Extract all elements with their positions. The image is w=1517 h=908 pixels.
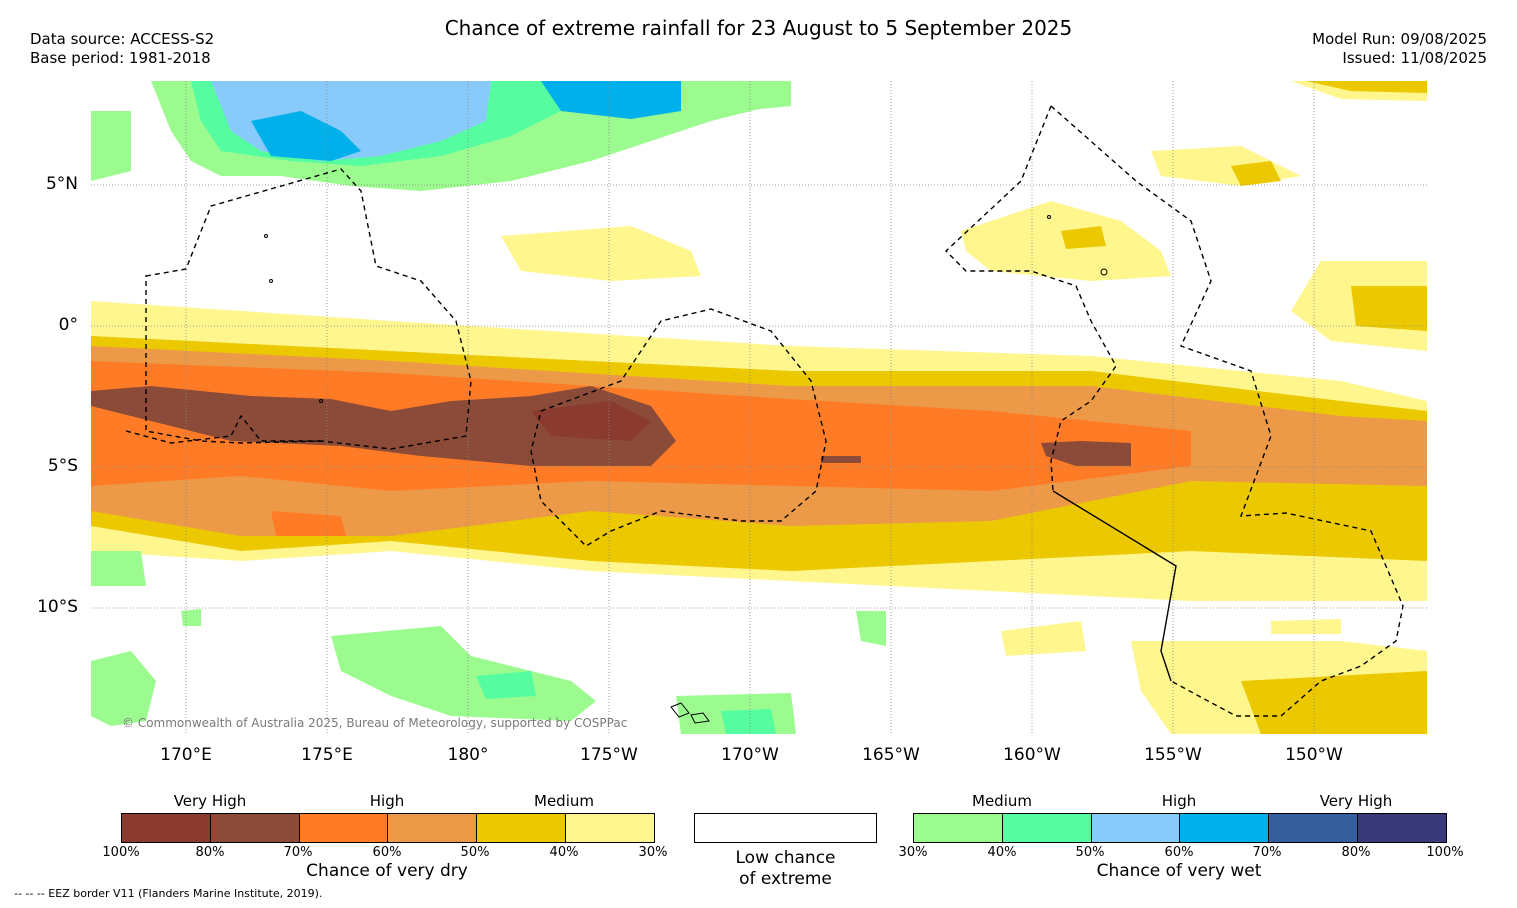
dry-tick: 100%: [102, 845, 140, 860]
wet-level-very-high: Very High: [1319, 792, 1393, 810]
dry-band-equatorial: [91, 301, 1427, 601]
dry-patches-north: [501, 146, 1427, 351]
dry-tick: 70%: [283, 845, 313, 860]
dry-tick: 80%: [195, 845, 225, 860]
dry-swatch-3: [299, 814, 389, 842]
run-info: Model Run: 09/08/2025 Issued: 11/08/2025: [1312, 30, 1487, 68]
dry-level-very-high: Very High: [173, 792, 247, 810]
lon-label-170e: 170°E: [160, 745, 212, 765]
lat-label-10s: 10°S: [37, 597, 78, 617]
dry-caption: Chance of very dry: [306, 861, 468, 881]
lon-label-165w: 165°W: [862, 745, 920, 765]
wet-swatch-3: [1091, 814, 1181, 842]
model-run-label: Model Run: 09/08/2025: [1312, 30, 1487, 48]
lon-label-175w: 175°W: [580, 745, 638, 765]
graticule: [91, 81, 1427, 734]
wet-level-medium: Medium: [972, 792, 1032, 810]
dry-tick: 50%: [460, 845, 490, 860]
lon-label-160w: 160°W: [1003, 745, 1061, 765]
dry-swatch-1: [122, 814, 211, 842]
lat-label-5s: 5°S: [47, 456, 78, 476]
data-source-label: Data source: ACCESS-S2: [30, 30, 215, 48]
dry-tick: 30%: [638, 845, 668, 860]
lon-label-170w: 170°W: [721, 745, 779, 765]
data-source-info: Data source: ACCESS-S2 Base period: 1981…: [30, 30, 214, 68]
wet-regions-north: [91, 81, 1427, 191]
lat-label-5n: 5°N: [45, 174, 78, 194]
wet-tick: 70%: [1252, 845, 1282, 860]
wet-level-high: High: [1161, 792, 1197, 810]
wet-tick: 30%: [898, 845, 928, 860]
wet-swatch-4: [1180, 814, 1270, 842]
dry-swatch-2: [210, 814, 300, 842]
wet-swatch-1: [914, 814, 1003, 842]
map-title: Chance of extreme rainfall for 23 August…: [444, 16, 1073, 40]
wet-tick: 40%: [987, 845, 1017, 860]
dry-swatch-6: [566, 814, 654, 842]
dry-swatch-4: [388, 814, 478, 842]
neutral-swatch: [694, 813, 877, 843]
wet-swatch-5: [1269, 814, 1359, 842]
neutral-caption-line2: of extreme: [739, 869, 832, 889]
lon-label-155w: 155°W: [1144, 745, 1202, 765]
wet-tick: 100%: [1426, 845, 1464, 860]
lat-label-equator: 0°: [58, 315, 78, 335]
rainfall-map: [91, 81, 1427, 734]
lon-label-175e: 175°E: [301, 745, 353, 765]
islands: [264, 215, 1108, 724]
neutral-caption: Low chance of extreme: [694, 848, 877, 890]
wet-tick: 50%: [1075, 845, 1105, 860]
issued-label: Issued: 11/08/2025: [1342, 49, 1487, 67]
eez-footnote: -- -- -- EEZ border V11 (Flanders Marine…: [14, 887, 323, 900]
eez-borders: [125, 105, 1404, 717]
dry-tick: 40%: [549, 845, 579, 860]
wet-swatch-6: [1358, 814, 1446, 842]
base-period-label: Base period: 1981-2018: [30, 49, 211, 67]
copyright-notice: © Commonwealth of Australia 2025, Bureau…: [122, 716, 628, 730]
dry-patches-south: [1001, 619, 1427, 734]
lon-label-180: 180°: [447, 745, 489, 765]
wet-swatch-2: [1002, 814, 1092, 842]
dry-level-medium: Medium: [534, 792, 594, 810]
eez-solid-border: [1052, 490, 1177, 682]
dry-colorbar: [121, 813, 655, 843]
lon-label-150w: 150°W: [1285, 745, 1343, 765]
dry-level-high: High: [369, 792, 405, 810]
wet-tick: 60%: [1164, 845, 1194, 860]
neutral-caption-line1: Low chance: [735, 848, 836, 868]
dry-swatch-5: [477, 814, 567, 842]
wet-tick: 80%: [1341, 845, 1371, 860]
wet-colorbar: [913, 813, 1447, 843]
wet-caption: Chance of very wet: [1096, 861, 1262, 881]
wet-regions-south: [91, 551, 886, 734]
dry-tick: 60%: [372, 845, 402, 860]
